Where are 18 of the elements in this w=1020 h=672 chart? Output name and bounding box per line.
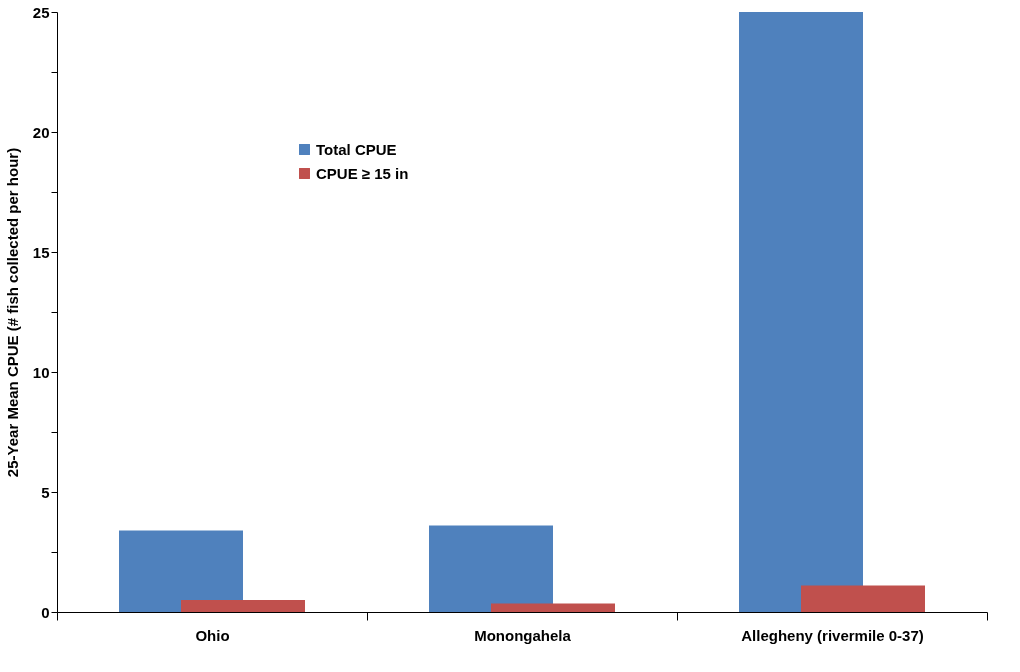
y-axis-title: 25-Year Mean CPUE (# fish collected per hour) [3,147,21,478]
legend-label: CPUE ≥ 15 in [316,164,409,182]
y-tick-label: 0 [41,603,50,621]
y-tick-label: 15 [32,243,50,261]
bar [181,600,305,612]
y-tick-label: 10 [32,363,50,381]
y-tick-label: 25 [32,3,50,21]
bar [429,525,553,612]
x-tick-label: Monongahela [474,626,572,644]
legend-label: Total CPUE [316,140,397,158]
bar [739,12,863,612]
bar [491,603,615,612]
x-tick-label: Ohio [195,626,230,644]
bar [801,585,925,612]
bar [119,530,243,612]
x-tick-label: Allegheny (rivermile 0-37) [741,626,924,644]
y-tick-label: 5 [41,483,50,501]
y-tick-label: 20 [32,123,50,141]
